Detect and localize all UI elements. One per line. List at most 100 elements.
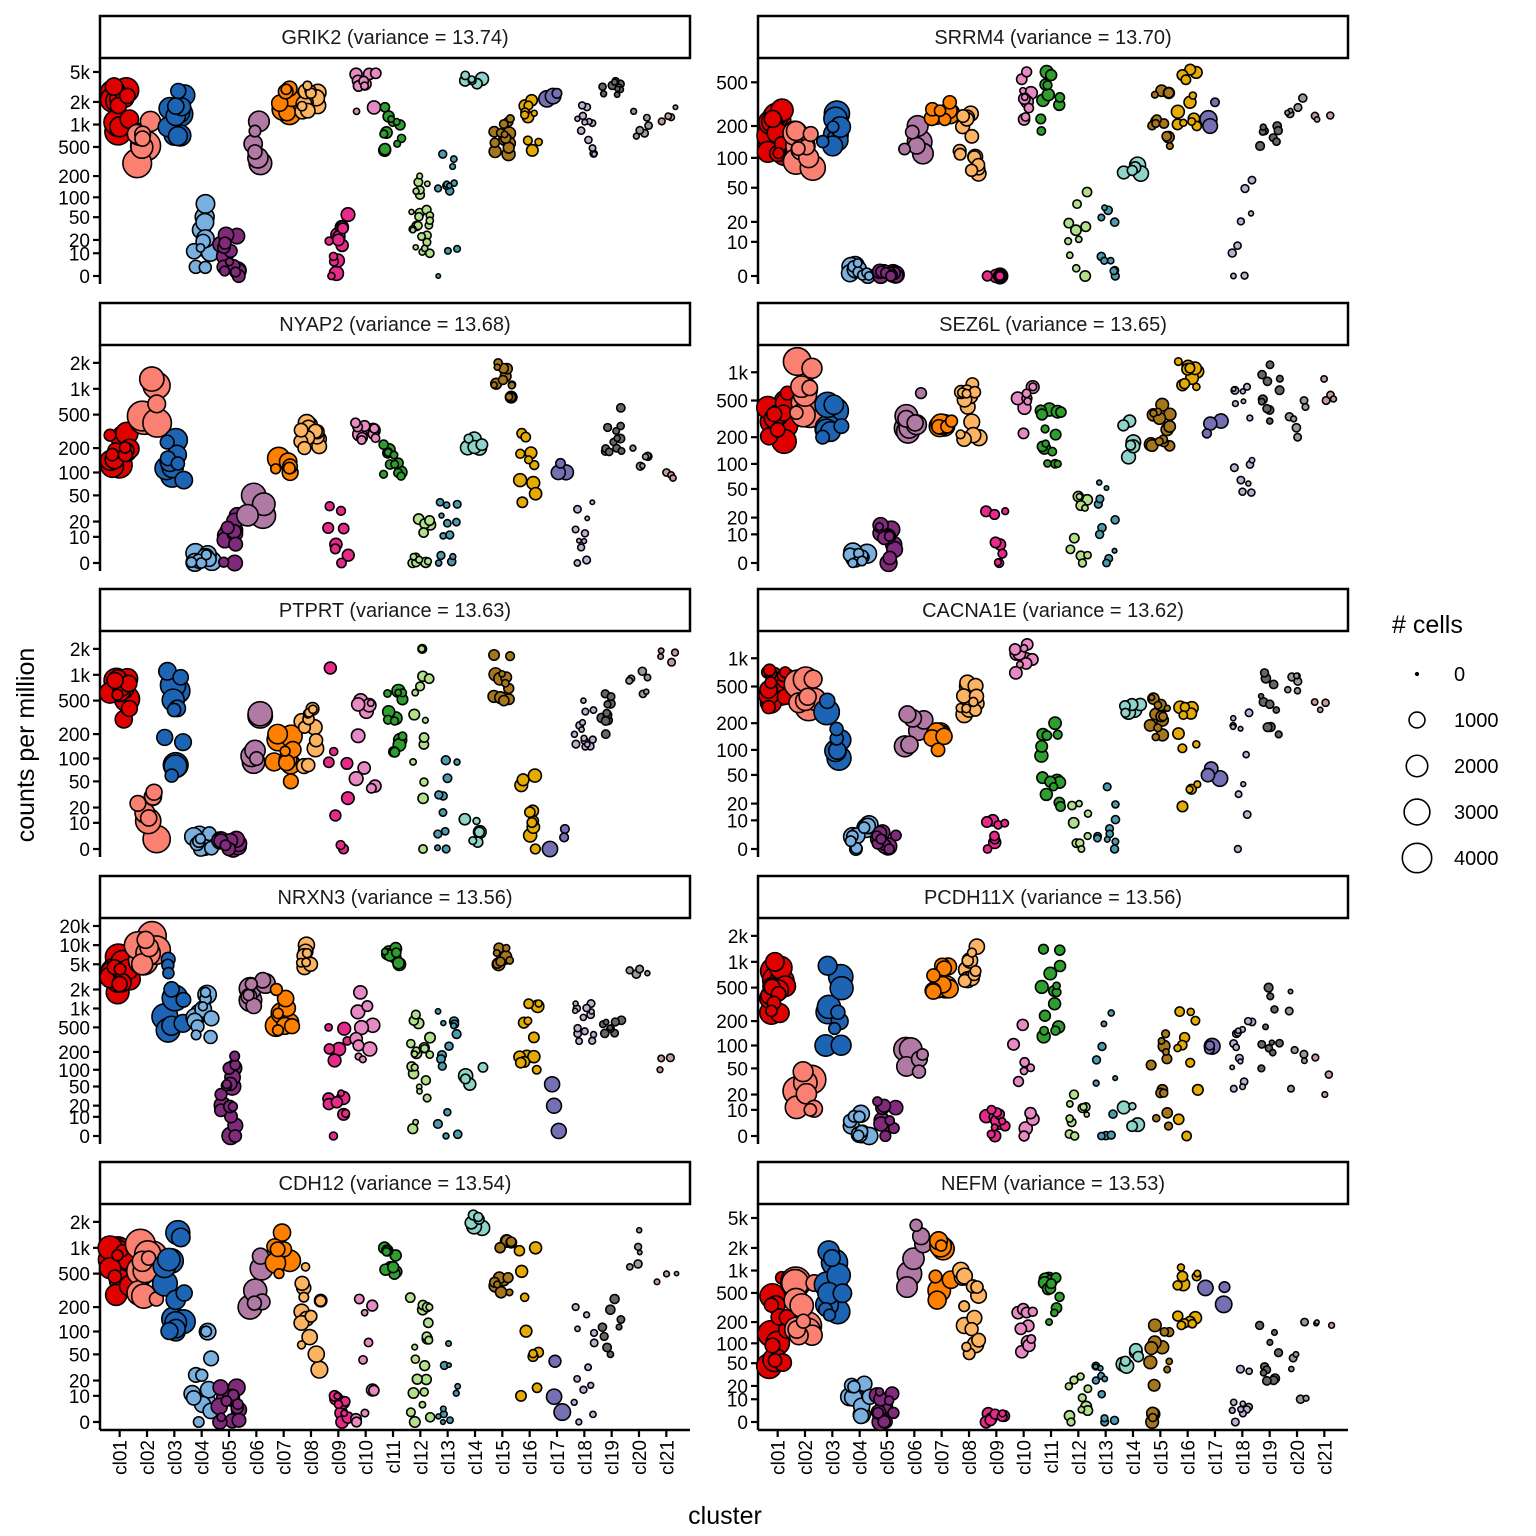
y-tick-label: 200 (58, 725, 90, 746)
data-point (1172, 1310, 1184, 1322)
data-point (871, 1406, 885, 1419)
data-point (966, 947, 978, 958)
data-point (1145, 1059, 1157, 1071)
data-point (1036, 125, 1047, 136)
y-tick-label: 0 (737, 1413, 748, 1434)
data-point (588, 144, 597, 153)
data-point (227, 1101, 239, 1112)
y-tick-label: 10 (69, 1108, 90, 1129)
data-point (452, 499, 462, 509)
data-point (644, 969, 651, 977)
data-point (1240, 183, 1250, 194)
data-point (879, 1129, 892, 1143)
data-point (417, 644, 426, 653)
x-tick-label: cl03 (165, 1440, 186, 1475)
cluster-cl07 (264, 1223, 302, 1280)
data-point (613, 434, 621, 443)
x-tick-label: cl14 (1124, 1440, 1145, 1475)
data-point (396, 471, 406, 481)
cluster-cl21 (1310, 111, 1335, 123)
data-point (170, 456, 186, 471)
cluster-cl10 (1015, 66, 1039, 126)
data-point (523, 455, 534, 465)
y-tick-label: 20 (727, 213, 748, 234)
cluster-cl03 (151, 951, 193, 1043)
data-point (164, 768, 179, 783)
data-point (1172, 1113, 1185, 1126)
data-point (664, 112, 673, 121)
data-point (935, 960, 953, 977)
data-point (852, 1129, 865, 1142)
data-point (914, 386, 928, 400)
data-point (1230, 1417, 1240, 1427)
y-tick-label: 10 (69, 1387, 90, 1408)
data-point (1262, 1023, 1270, 1031)
cluster-cl02 (129, 783, 172, 854)
cluster-cl03 (151, 1219, 196, 1342)
data-point (990, 1123, 999, 1132)
data-point (195, 242, 206, 253)
data-point (582, 555, 592, 565)
cluster-cl11 (1037, 1271, 1065, 1327)
data-point (1320, 374, 1329, 383)
cluster-cl19 (1257, 360, 1285, 425)
cluster-cl10 (348, 692, 382, 794)
data-point (1165, 1357, 1174, 1366)
data-point (1159, 1326, 1170, 1337)
data-point (246, 1295, 263, 1311)
data-point (507, 381, 516, 390)
data-point (1200, 767, 1216, 783)
data-point (1111, 837, 1120, 846)
data-point (1254, 1320, 1265, 1331)
data-point (1202, 416, 1218, 431)
cluster-cl16 (1172, 1006, 1204, 1142)
legend: # cells 0 1000 2000 3000 4000 (1392, 611, 1499, 874)
data-point (247, 700, 274, 727)
data-point (418, 844, 429, 854)
data-point (369, 67, 382, 80)
data-point (195, 1368, 209, 1382)
data-point (635, 1226, 643, 1234)
data-point (1065, 1099, 1074, 1108)
data-point (616, 1315, 626, 1325)
data-point (298, 1291, 310, 1303)
data-point (1021, 388, 1032, 399)
data-point (600, 715, 611, 726)
data-point (575, 537, 583, 544)
cluster-cl02 (782, 1061, 827, 1120)
data-point (350, 1416, 363, 1428)
strip-title: SRRM4 (variance = 13.70) (934, 27, 1171, 49)
data-point (1027, 1306, 1039, 1317)
data-point (324, 1022, 334, 1032)
data-point (459, 1073, 471, 1085)
cluster-cl18 (1229, 708, 1254, 854)
data-point (961, 703, 972, 714)
data-point (1068, 1089, 1080, 1100)
data-point (433, 184, 443, 193)
data-point (580, 537, 588, 545)
data-point (580, 734, 588, 742)
data-point (934, 1239, 948, 1252)
y-tick-label: 50 (727, 766, 748, 787)
data-point (1102, 558, 1111, 568)
data-point (1111, 547, 1118, 554)
data-point (1230, 386, 1237, 393)
data-point (798, 687, 817, 707)
data-point (329, 543, 341, 555)
cluster-cl04 (185, 542, 222, 573)
x-tick-label: cl05 (220, 1440, 241, 1475)
y-tick-label: 200 (716, 1012, 748, 1033)
data-point (1151, 1113, 1161, 1123)
data-point (554, 457, 566, 469)
data-point (386, 1260, 400, 1274)
data-point (588, 1008, 595, 1015)
data-point (1180, 74, 1192, 86)
data-point (1239, 1400, 1247, 1408)
data-point (519, 1292, 530, 1303)
y-tick-label: 100 (716, 149, 748, 170)
data-point (416, 172, 424, 180)
data-point (907, 136, 926, 155)
cluster-cl15 (1147, 84, 1176, 151)
data-point (971, 1332, 987, 1348)
data-point (545, 1388, 563, 1406)
